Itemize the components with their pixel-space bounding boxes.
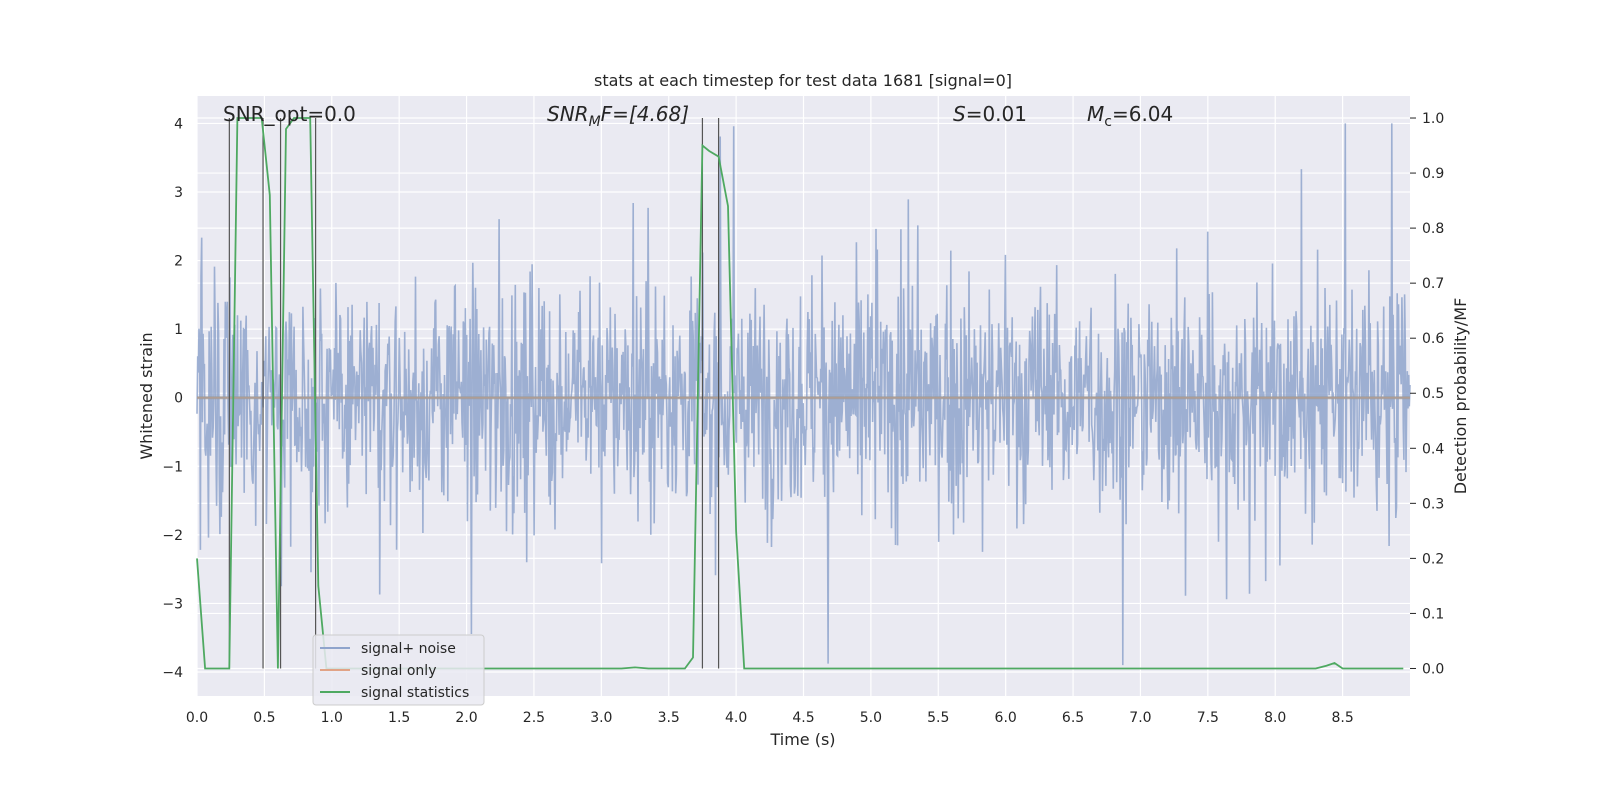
y2-tick-label-5: 0.5: [1422, 386, 1444, 402]
s-value: =0.01: [966, 102, 1027, 126]
y2-tick-label-0: 1.0: [1422, 111, 1444, 127]
mc-subscript: c: [1104, 114, 1112, 130]
x-tick-label-8: 4.0: [725, 710, 747, 726]
s-symbol: S: [953, 102, 966, 126]
y2-tick-label-3: 0.7: [1422, 276, 1444, 292]
signal-plus-noise-line: [196, 123, 1411, 666]
y-tick-label-5: −1: [162, 459, 183, 475]
x-tick-label-13: 6.5: [1062, 710, 1084, 726]
x-tick-label-3: 1.5: [388, 710, 410, 726]
x-axis-ticks: 0.0 0.5 1.0 1.5 2.0 2.5 3.0 3.5 4.0 4.5 5.0 5.5 6.0 6…: [186, 710, 1354, 726]
y2-tick-label-9: 0.1: [1422, 606, 1444, 622]
y2-tick-label-7: 0.3: [1422, 496, 1444, 512]
x-axis-label: Time (s): [769, 730, 835, 749]
y2-axis-label: Detection probability/MF: [1451, 298, 1470, 495]
x-tick-label-5: 2.5: [523, 710, 545, 726]
y-tick-label-3: 1: [174, 322, 183, 338]
s-annotation: S=0.01: [953, 102, 1027, 126]
signal-statistics-trace: [196, 117, 1404, 670]
y-tick-label-2: 2: [174, 254, 183, 270]
signal-plus-noise-trace: [196, 123, 1411, 666]
y2-tick-label-2: 0.8: [1422, 221, 1444, 237]
x-tick-label-7: 3.5: [658, 710, 680, 726]
x-tick-label-11: 5.5: [927, 710, 949, 726]
y2-tick-label-6: 0.4: [1422, 441, 1444, 457]
y-tick-label-8: −4: [162, 665, 183, 681]
x-tick-label-4: 2.0: [455, 710, 477, 726]
y-axis-ticks: 4 3 2 1 0 −1 −2 −3 −4: [162, 116, 183, 681]
legend-label-signal-only: signal only: [361, 663, 436, 679]
snr-opt-annotation: SNR_opt=0.0: [223, 102, 356, 126]
y-tick-label-4: 0: [174, 391, 183, 407]
x-tick-label-14: 7.0: [1129, 710, 1151, 726]
legend-label-statistics: signal statistics: [361, 685, 469, 701]
mc-value: =6.04: [1112, 102, 1173, 126]
x-tick-label-1: 0.5: [253, 710, 275, 726]
x-tick-label-16: 8.0: [1264, 710, 1286, 726]
x-tick-label-15: 7.5: [1197, 710, 1219, 726]
x-tick-label-6: 3.0: [590, 710, 612, 726]
y2-tick-label-1: 0.9: [1422, 166, 1444, 182]
x-tick-label-0: 0.0: [186, 710, 208, 726]
mc-annotation: Mc=6.04: [1087, 102, 1173, 130]
x-tick-label-17: 8.5: [1331, 710, 1353, 726]
signal-statistics-line: [196, 117, 1404, 670]
x-tick-label-2: 1.0: [321, 710, 343, 726]
y2-tick-label-8: 0.2: [1422, 551, 1444, 567]
y2-tick-label-10: 0.0: [1422, 661, 1444, 677]
mc-symbol: M: [1087, 102, 1104, 126]
y2-tick-label-4: 0.6: [1422, 331, 1444, 347]
snr-mf-annotation: SNRMF=[4.68]: [547, 102, 689, 130]
snr-mf-subscript: M: [589, 114, 601, 130]
legend-label-noise: signal+ noise: [361, 641, 456, 657]
y-tick-label-1: 3: [174, 185, 183, 201]
y2-axis-ticks: 1.0 0.9 0.8 0.7 0.6 0.5 0.4 0.3 0.2 0.1 0.0: [1410, 111, 1444, 677]
grid-lines: [196, 96, 1410, 696]
chart-title: stats at each timestep for test data 168…: [594, 71, 1012, 90]
legend: signal+ noise signal only signal statist…: [312, 634, 485, 706]
snr-mf-symbol: SNR: [547, 102, 589, 126]
x-tick-label-9: 4.5: [792, 710, 814, 726]
y-tick-label-7: −3: [162, 596, 183, 612]
y-axis-label: Whitened strain: [137, 332, 156, 459]
y-tick-label-6: −2: [162, 528, 183, 544]
snr-mf-value: F=[4.68]: [601, 102, 689, 126]
x-tick-label-12: 6.0: [995, 710, 1017, 726]
y-tick-label-0: 4: [174, 116, 183, 132]
legend-box: [312, 634, 485, 706]
x-tick-label-10: 5.0: [860, 710, 882, 726]
